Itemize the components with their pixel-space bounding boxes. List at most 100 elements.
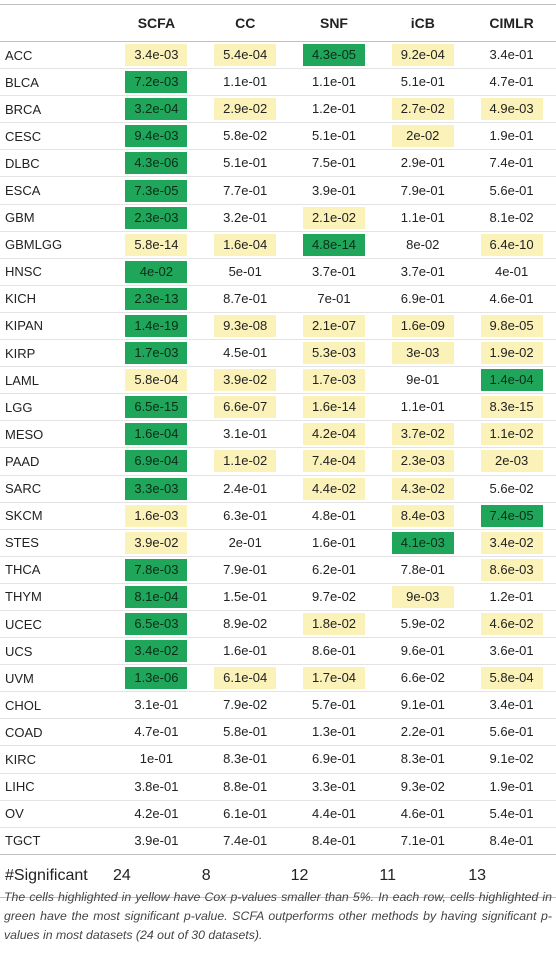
dataset-name: LGG <box>5 399 33 415</box>
pvalue-cell: 8.3e-01 <box>201 746 290 773</box>
pvalue-cell: 3.8e-01 <box>112 773 201 800</box>
pvalue-cell: 7.4e-01 <box>201 827 290 854</box>
table-row: DLBC 4.3e-06 5.1e-01 7.5e-01 2.9e-01 7.4e-01 <box>0 150 556 177</box>
pvalue: 7.8e-01 <box>400 561 445 577</box>
significant-pvalue: 2.1e-07 <box>302 314 365 337</box>
pvalue: 7.7e-01 <box>223 182 268 198</box>
pvalue-cell: 4.4e-01 <box>290 800 379 827</box>
pvalue: 7.1e-01 <box>400 832 445 848</box>
pvalue: 8.6e-01 <box>311 643 357 659</box>
table-row: CESC 9.4e-03 5.8e-02 5.1e-01 2e-02 1.9e-01 <box>0 123 556 150</box>
dataset-name: KIPAN <box>5 318 44 334</box>
table-row: BLCA 7.2e-03 1.1e-01 1.1e-01 5.1e-01 4.7e-01 <box>0 69 556 96</box>
pvalue-cell: 3.9e-02 <box>201 367 290 394</box>
pvalue-cell: 8e-02 <box>378 231 467 258</box>
pvalue: 7.9e-01 <box>400 182 445 198</box>
pvalue-cell: 1.6e-04 <box>112 421 201 448</box>
dataset-name: SKCM <box>5 508 43 524</box>
significant-pvalue: 3.4e-03 <box>125 44 188 67</box>
pvalue-cell: 6.9e-01 <box>290 746 379 773</box>
pvalue-cell: 5.4e-01 <box>467 800 556 827</box>
pvalue-cell: 5.1e-01 <box>378 69 467 96</box>
pvalue-cell: 7.8e-03 <box>112 556 201 583</box>
pvalue-cell: 1.9e-01 <box>467 773 556 800</box>
pvalue-cell: 1.1e-02 <box>467 421 556 448</box>
pvalue-cell: 7.9e-01 <box>201 556 290 583</box>
pvalue: 1.1e-01 <box>400 399 445 415</box>
pvalue-cell: 8.1e-04 <box>112 583 201 610</box>
table-row: UCEC 6.5e-03 8.9e-02 1.8e-02 5.9e-02 4.6e-02 <box>0 610 556 638</box>
summary-value: 24 <box>112 853 201 898</box>
pvalue-cell: 6.9e-04 <box>112 448 201 475</box>
table-row: THYM 8.1e-04 1.5e-01 9.7e-02 9e-03 1.2e-01 <box>0 583 556 611</box>
pvalue: 5.7e-01 <box>311 697 357 713</box>
significant-pvalue: 5.8e-04 <box>480 667 543 690</box>
most-significant-pvalue: 6.9e-04 <box>125 450 188 473</box>
table-row: ACC 3.4e-03 5.4e-04 4.3e-05 9.2e-04 3.4e-01 <box>0 42 556 69</box>
pvalue-cell: 7e-01 <box>290 285 379 312</box>
significant-pvalue: 5.8e-14 <box>125 233 188 256</box>
pvalue-cell: 1.7e-03 <box>290 367 379 394</box>
most-significant-pvalue: 4.3e-06 <box>125 152 188 175</box>
significant-pvalue: 9.3e-08 <box>214 314 277 337</box>
table-row: TGCT 3.9e-01 7.4e-01 8.4e-01 7.1e-01 8.4e-01 <box>0 827 556 855</box>
pvalue-cell: 2.4e-01 <box>201 475 290 502</box>
pvalue-cell: 3.9e-01 <box>290 177 379 204</box>
significant-pvalue: 2.7e-02 <box>391 98 454 121</box>
significant-pvalue: 2e-03 <box>480 450 543 473</box>
pvalue-cell: 7.5e-01 <box>290 150 379 177</box>
significant-pvalue: 1.6e-14 <box>302 396 365 419</box>
table-row: HNSC 4e-02 5e-01 3.7e-01 3.7e-01 4e-01 <box>0 258 556 286</box>
table-row: GBMLGG 5.8e-14 1.6e-04 4.8e-14 8e-02 6.4e-10 <box>0 231 556 259</box>
pvalue-cell: 2.2e-01 <box>378 719 467 746</box>
significant-pvalue: 1.9e-02 <box>480 342 543 365</box>
pvalue: 4.4e-01 <box>311 805 357 821</box>
pvalue-cell: 3.4e-02 <box>467 529 556 556</box>
pvalue-cell: 9e-01 <box>378 367 467 394</box>
dataset-name: SARC <box>5 481 42 497</box>
pvalue-cell: 4.4e-02 <box>290 475 379 502</box>
pvalue-cell: 4.2e-01 <box>112 800 201 827</box>
summary-label: #Significant <box>0 853 112 898</box>
pvalue-cell: 3.3e-01 <box>290 773 379 800</box>
pvalue-cell: 3.1e-01 <box>201 421 290 448</box>
pvalue-cell: 5.8e-01 <box>201 719 290 746</box>
dataset-name: ESCA <box>5 183 41 199</box>
significant-pvalue: 2e-02 <box>391 125 454 148</box>
table-row: LAML 5.8e-04 3.9e-02 1.7e-03 9e-01 1.4e-04 <box>0 367 556 394</box>
pvalue-cell: 7.4e-04 <box>290 448 379 475</box>
most-significant-pvalue: 8.1e-04 <box>125 585 188 608</box>
dataset-name: PAAD <box>5 453 40 469</box>
pvalue: 5.6e-02 <box>489 480 534 496</box>
pvalue-cell: 5.6e-02 <box>467 475 556 502</box>
pvalue-cell: 5.8e-04 <box>112 367 201 394</box>
significant-pvalue: 4.3e-02 <box>391 477 454 500</box>
most-significant-pvalue: 3.4e-02 <box>125 640 188 663</box>
table-row: KIRC 1e-01 8.3e-01 6.9e-01 8.3e-01 9.1e-02 <box>0 746 556 774</box>
pvalue: 7.9e-01 <box>223 561 268 577</box>
pvalue-cell: 4.6e-02 <box>467 610 556 637</box>
significant-pvalue: 1.6e-03 <box>125 504 188 527</box>
dataset-name: KIRC <box>5 751 37 767</box>
table-row: THCA 7.8e-03 7.9e-01 6.2e-01 7.8e-01 8.6e-03 <box>0 556 556 584</box>
significant-pvalue: 2.3e-03 <box>391 450 454 473</box>
dataset-name: COAD <box>5 724 43 740</box>
significant-pvalue: 2.9e-02 <box>214 98 277 121</box>
significant-pvalue: 1.7e-04 <box>302 667 365 690</box>
pvalue-cell: 1.7e-04 <box>290 665 379 692</box>
pvalue-cell: 5.7e-01 <box>290 692 379 719</box>
pvalue-cell: 3.4e-02 <box>112 638 201 665</box>
pvalue: 3.3e-01 <box>311 778 357 794</box>
pvalue-cell: 1.1e-01 <box>378 394 467 421</box>
pvalue-cell: 6.6e-07 <box>201 394 290 421</box>
dataset-name: TGCT <box>5 833 41 849</box>
pvalue-cell: 3.7e-01 <box>378 258 467 285</box>
pvalue-cell: 3.7e-01 <box>290 258 379 285</box>
pvalue: 5.8e-01 <box>223 724 268 740</box>
pvalue: 1.6e-01 <box>311 534 357 550</box>
table-row: SKCM 1.6e-03 6.3e-01 4.8e-01 8.4e-03 7.4e-05 <box>0 502 556 530</box>
pvalue-cell: 1.6e-01 <box>290 529 379 556</box>
pvalue-cell: 5.6e-01 <box>467 719 556 746</box>
significant-pvalue: 8.4e-03 <box>391 504 454 527</box>
